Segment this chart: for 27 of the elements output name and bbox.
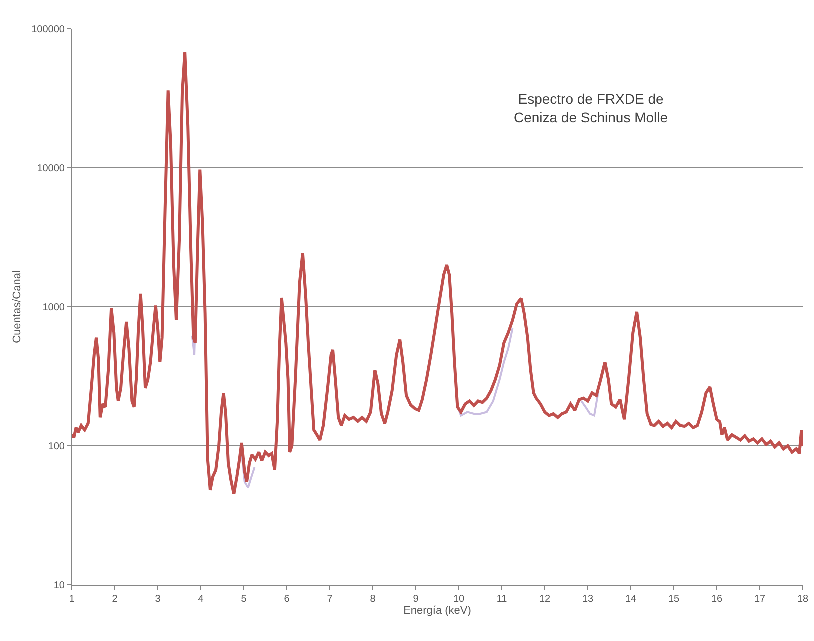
y-tick-label: 10000: [37, 164, 66, 174]
x-tick-label: 12: [539, 594, 551, 605]
x-tick-label: 6: [284, 594, 290, 605]
x-axis-title: Energía (keV): [404, 605, 472, 618]
y-tick-label: 100: [48, 442, 66, 452]
x-tick-label: 18: [797, 594, 809, 605]
y-axis-title: Cuentas/Canal: [11, 270, 24, 344]
x-tick-label: 8: [370, 594, 376, 605]
x-tick-label: 14: [625, 594, 637, 605]
x-tick-label: 17: [754, 594, 766, 605]
x-tick-label: 15: [668, 594, 680, 605]
x-tick-label: 7: [327, 594, 334, 605]
line-series: [72, 50, 803, 496]
x-tick-label: 5: [241, 594, 248, 605]
y-tick-label: 10: [54, 580, 66, 592]
x-tick-label: 10: [453, 594, 465, 605]
x-tick-label: 4: [198, 594, 204, 605]
x-tick-label: 1: [69, 594, 76, 605]
x-tick-label: 11: [496, 594, 508, 605]
x-tick-label: 13: [582, 594, 594, 605]
x-tick-label: 9: [413, 594, 420, 605]
x-tick-label: 3: [155, 594, 162, 605]
y-tick-label: 1000: [42, 302, 66, 314]
text: Espectro de FRXDE de Ceniza de Schinus Molle: [514, 91, 668, 126]
x-tick-label: 16: [711, 594, 723, 605]
x-tick-label: 2: [112, 594, 118, 605]
y-tick-label: 100000: [32, 24, 66, 36]
